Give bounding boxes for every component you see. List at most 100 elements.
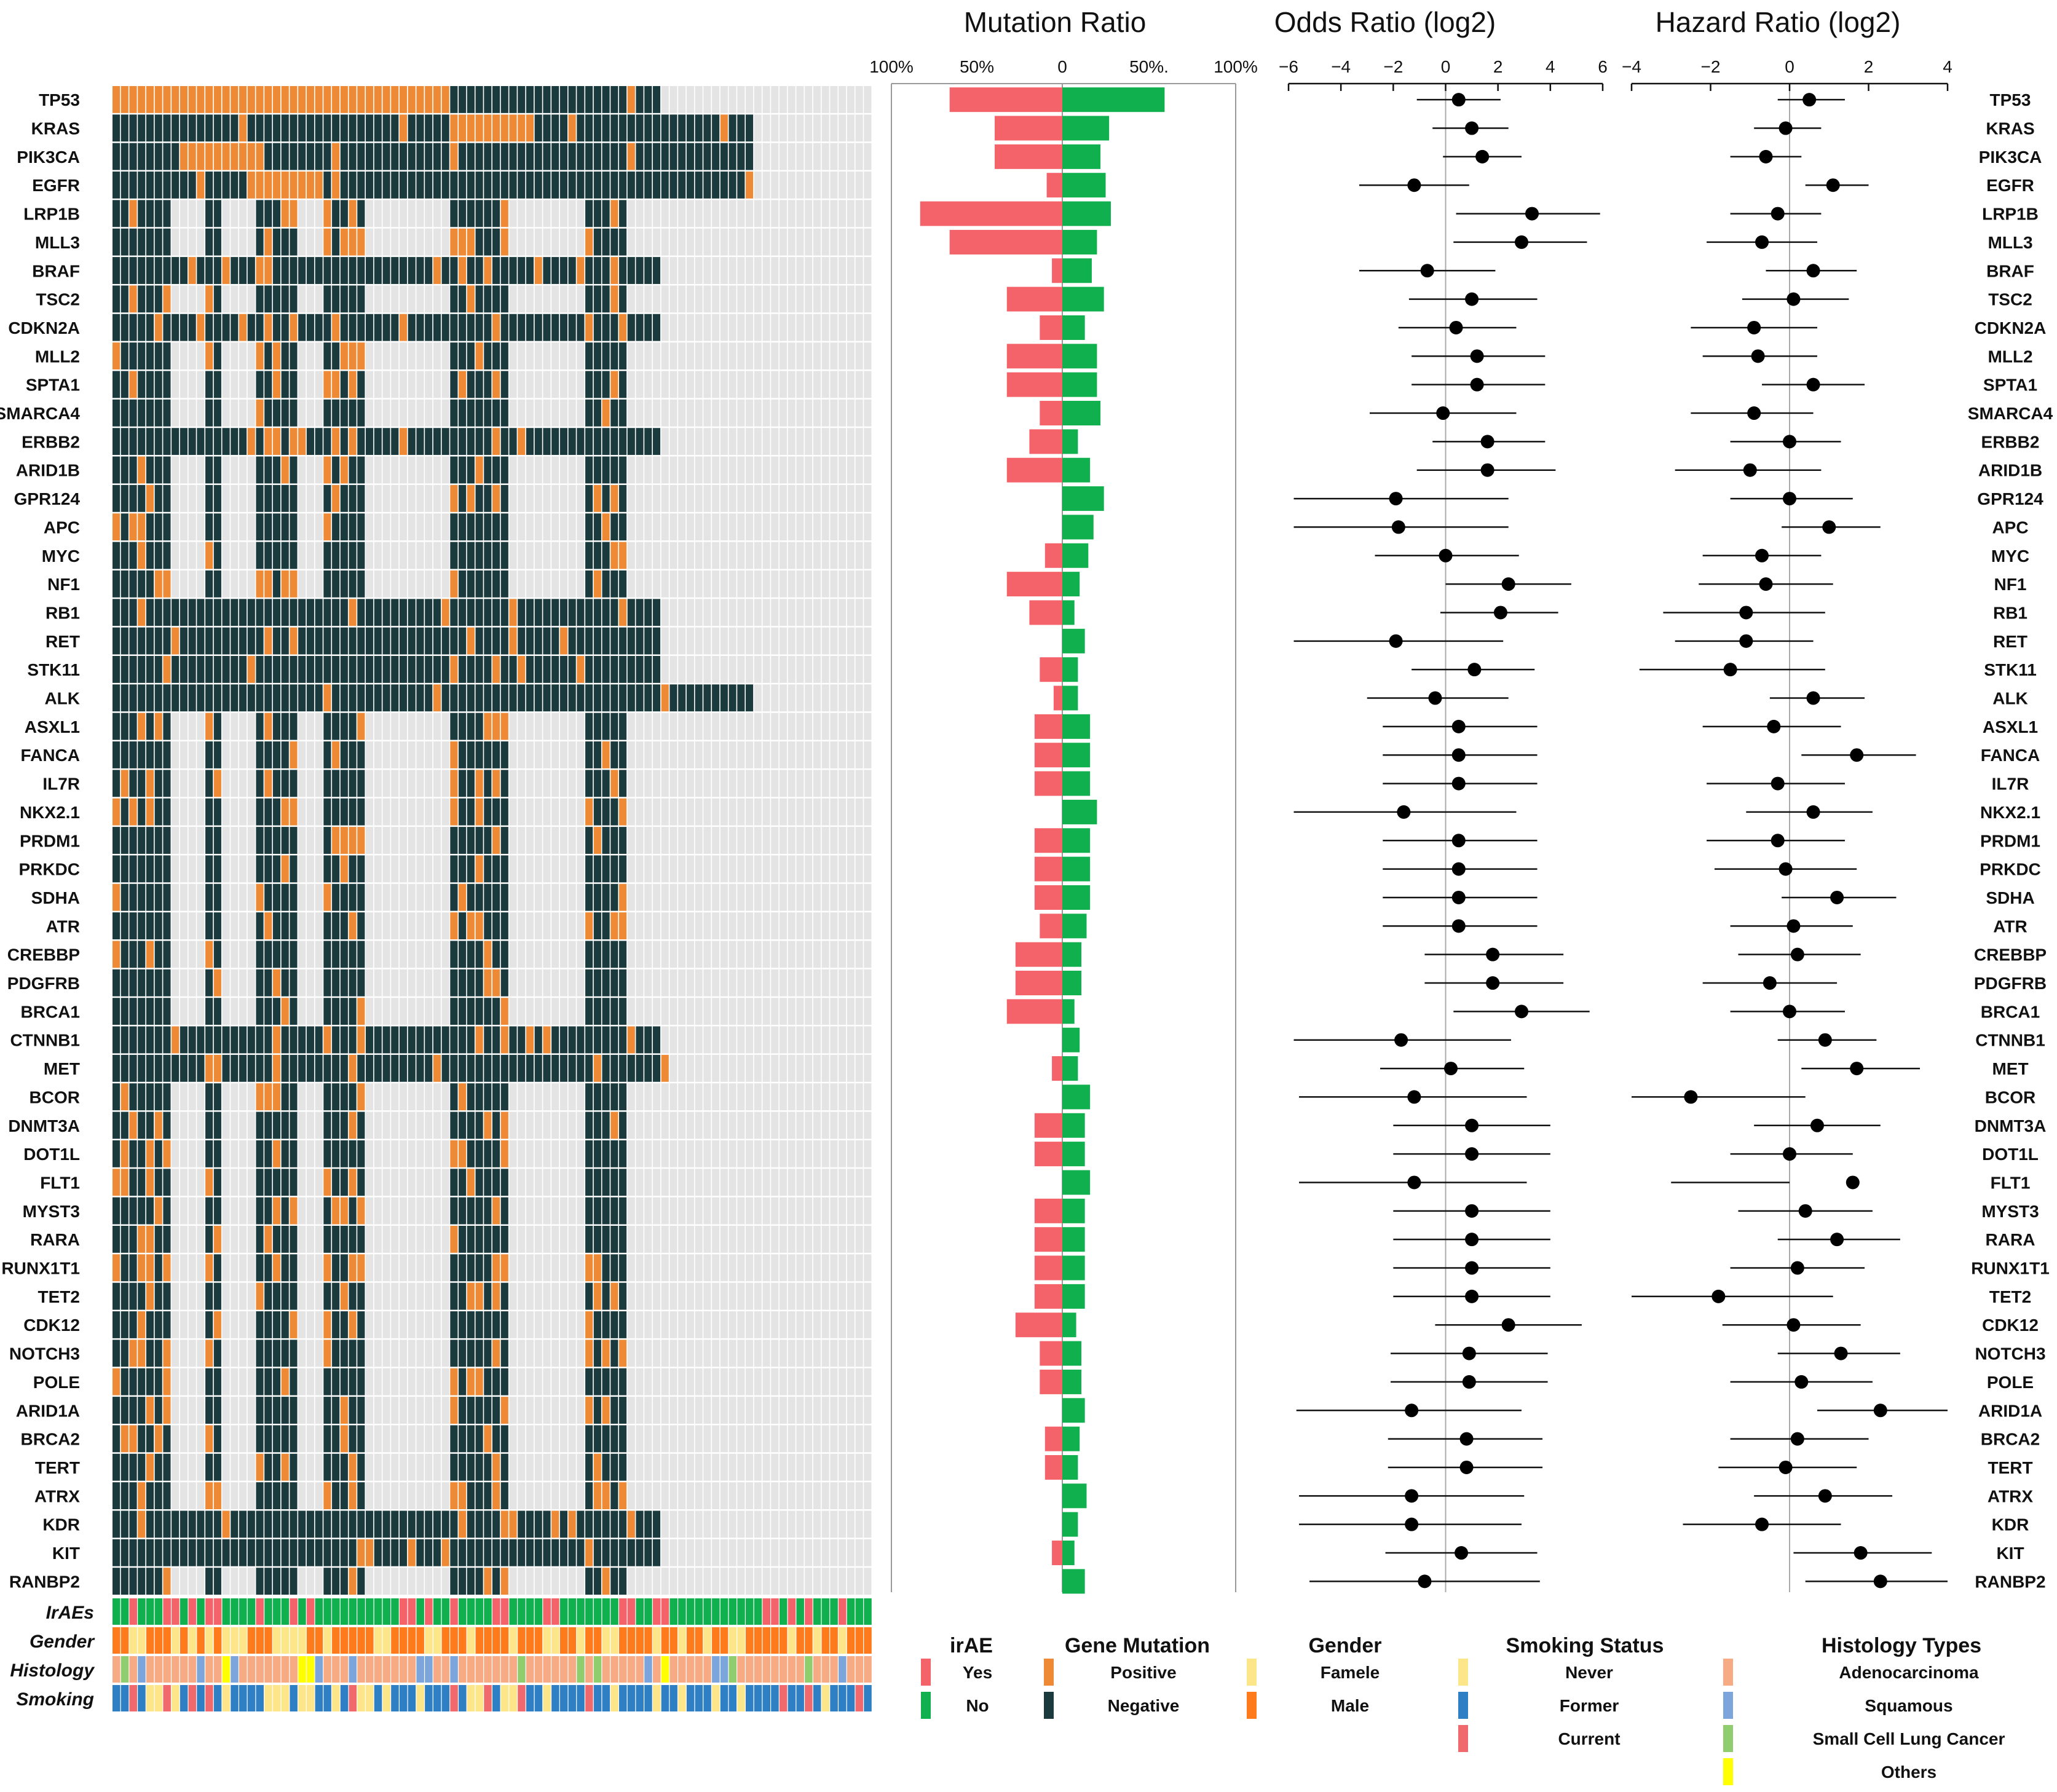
oncoprint-cell	[830, 1226, 838, 1253]
oncoprint-cell	[661, 1340, 669, 1367]
oncoprint-cell	[551, 1539, 559, 1566]
oncoprint-cell	[146, 428, 154, 456]
oncoprint-cell	[120, 1539, 128, 1566]
oncoprint-cell	[543, 798, 551, 826]
oncoprint-cell	[450, 200, 458, 227]
oncoprint-cell	[847, 969, 855, 997]
oncoprint-cell	[357, 1482, 365, 1509]
oncoprint-cell	[855, 484, 863, 512]
track-cell	[492, 1627, 500, 1654]
oncoprint-cell	[737, 627, 745, 655]
oncoprint-cell	[492, 484, 500, 512]
oncoprint-cell	[754, 883, 762, 911]
oncoprint-cell	[188, 1397, 196, 1424]
oncoprint-cell	[577, 1111, 585, 1139]
oncoprint-cell	[855, 1311, 863, 1338]
oncoprint-cell	[559, 1425, 567, 1453]
oncoprint-cell	[332, 827, 340, 854]
oncoprint-cell	[762, 741, 770, 768]
oncoprint-cell	[678, 941, 686, 968]
oncoprint-cell	[231, 1197, 239, 1225]
oncoprint-cell	[636, 456, 644, 484]
oncoprint-cell	[821, 228, 829, 256]
oncoprint-cell	[602, 172, 610, 199]
oncoprint-cell	[518, 998, 526, 1025]
oncoprint-cell	[500, 1282, 508, 1310]
oncoprint-cell	[746, 770, 754, 797]
oncoprint-cell	[754, 1140, 762, 1167]
oncoprint-cell	[425, 941, 433, 968]
oncoprint-cell	[256, 969, 264, 997]
oncoprint-cell	[728, 484, 736, 512]
oncoprint-cell	[577, 1282, 585, 1310]
oncoprint-cell	[441, 342, 449, 369]
oncoprint-cell	[619, 1026, 627, 1054]
oncoprint-cell	[796, 770, 804, 797]
oncoprint-cell	[602, 1254, 610, 1282]
oncoprint-cell	[450, 599, 458, 626]
oncoprint-cell	[559, 228, 567, 256]
oncoprint-cell	[290, 1282, 298, 1310]
oncoprint-cell	[619, 1111, 627, 1139]
oncoprint-cell	[172, 484, 180, 512]
oncoprint-cell	[366, 570, 374, 598]
oncoprint-cell	[771, 371, 779, 398]
oncoprint-cell	[796, 1083, 804, 1111]
oncoprint-cell	[290, 827, 298, 854]
oncoprint-cell	[593, 456, 601, 484]
oncoprint-cell	[779, 456, 788, 484]
oncoprint-cell	[568, 1311, 576, 1338]
oncoprint-cell	[154, 285, 162, 313]
oncoprint-cell	[788, 599, 796, 626]
oncoprint-cell	[805, 1340, 813, 1367]
oncoprint-cell	[534, 314, 542, 341]
oncoprint-cell	[120, 1368, 128, 1395]
oncoprint-cell	[500, 143, 508, 170]
oncoprint-cell	[222, 1368, 230, 1395]
oncoprint-cell	[180, 1311, 188, 1338]
oncoprint-cell	[222, 1311, 230, 1338]
oncoprint-cell	[113, 1282, 120, 1310]
oncoprint-cell	[399, 712, 408, 740]
oncoprint-cell	[652, 1083, 661, 1111]
oncoprint-cell	[534, 1568, 542, 1595]
oncoprint-cell	[779, 1026, 788, 1054]
oncoprint-cell	[500, 1425, 508, 1453]
oncoprint-cell	[661, 314, 669, 341]
track-cell	[830, 1598, 838, 1625]
oncoprint-cell	[382, 456, 390, 484]
oncoprint-cell	[737, 1169, 745, 1196]
oncoprint-cell	[222, 912, 230, 939]
oncoprint-cell	[509, 712, 517, 740]
oncoprint-cell	[163, 1083, 171, 1111]
oncoprint-cell	[264, 143, 272, 170]
oncoprint-cell	[408, 1140, 416, 1167]
oncoprint-cell	[526, 998, 534, 1025]
oncoprint-cell	[593, 969, 601, 997]
oncoprint-cell	[467, 228, 475, 256]
oncoprint-cell	[839, 228, 847, 256]
oncoprint-cell	[805, 1311, 813, 1338]
oncoprint-cell	[129, 1311, 137, 1338]
oncoprint-cell	[306, 798, 314, 826]
oncoprint-cell	[610, 1568, 618, 1595]
oncoprint-cell	[500, 1453, 508, 1481]
oncoprint-cell	[163, 912, 171, 939]
oncoprint-cell	[644, 827, 652, 854]
oncoprint-cell	[754, 912, 762, 939]
oncoprint-cell	[728, 1169, 736, 1196]
oncoprint-cell	[534, 798, 542, 826]
oncoprint-cell	[661, 1425, 669, 1453]
oncoprint-cell	[349, 1510, 357, 1538]
oncoprint-cell	[652, 513, 661, 541]
oncoprint-cell	[585, 941, 593, 968]
oncoprint-cell	[129, 656, 137, 683]
oncoprint-cell	[652, 314, 661, 341]
oncoprint-cell	[366, 1169, 374, 1196]
oncoprint-cell	[652, 86, 661, 113]
track-label: Gender	[30, 1632, 95, 1652]
oncoprint-cell	[585, 1254, 593, 1282]
oncoprint-cell	[399, 656, 408, 683]
oncoprint-cell	[450, 827, 458, 854]
oncoprint-cell	[678, 456, 686, 484]
